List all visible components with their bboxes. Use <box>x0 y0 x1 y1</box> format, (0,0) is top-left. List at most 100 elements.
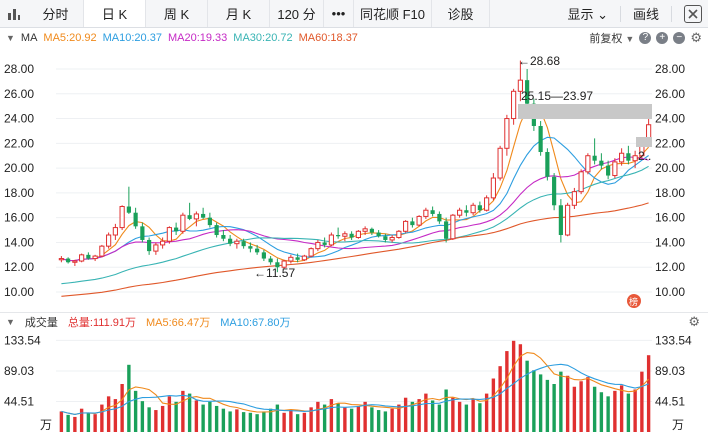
volume-ma10: MA10:67.80万 <box>220 316 291 329</box>
candle-body <box>484 197 490 211</box>
candle-body <box>571 191 577 206</box>
candle-body <box>140 226 145 240</box>
volume-unit-left: 万 <box>40 418 52 432</box>
volume-bar <box>106 396 111 432</box>
ma60-line <box>61 202 649 297</box>
collapse-arrow-icon[interactable]: ▼ <box>6 33 15 43</box>
tab-diagnose[interactable]: 诊股 <box>432 0 490 27</box>
adjust-label: 前复权 <box>589 33 623 45</box>
volume-bar <box>154 410 158 432</box>
gap-band-lower <box>636 137 652 147</box>
volume-settings-gear-icon[interactable]: ⚙ <box>688 313 700 329</box>
price-chart[interactable]: 28.00 26.00 24.00 22.00 20.00 18.00 16.00 14.00… <box>0 48 708 312</box>
price-tick-right: 20.00 <box>655 161 685 175</box>
volume-bar <box>282 412 286 432</box>
ma-label[interactable]: MA <box>20 32 38 44</box>
candle-body <box>585 155 591 173</box>
tab-monthly-k[interactable]: 月 K <box>208 0 270 27</box>
candle-body <box>362 228 368 232</box>
volume-ma5: MA5:66.47万 <box>146 316 211 329</box>
candle-body <box>201 213 206 218</box>
candle-body <box>328 234 334 246</box>
volume-bar <box>73 416 77 432</box>
volume-bar <box>640 371 644 432</box>
candle-body <box>147 239 152 252</box>
volume-bar <box>194 400 199 432</box>
volume-bar <box>322 404 327 432</box>
volume-bar <box>329 399 334 432</box>
price-tick-right: 28.00 <box>655 62 685 76</box>
tab-120-min[interactable]: 120 分 <box>270 0 324 27</box>
candle-body <box>396 230 402 238</box>
price-tick-right: 12.00 <box>655 260 685 274</box>
help-icon[interactable]: ? <box>639 32 652 44</box>
volume-bar <box>599 392 604 432</box>
candle-body <box>66 258 71 263</box>
settings-gear-icon[interactable]: ⚙ <box>690 30 702 45</box>
display-menu[interactable]: 显示 ⌄ <box>567 4 608 23</box>
gap-range-label: 25.15—23.97 <box>521 89 593 103</box>
volume-bar <box>349 408 354 432</box>
tab-intraday[interactable]: 分时 <box>28 0 84 27</box>
chart-type-icon[interactable] <box>0 0 28 27</box>
adjust-dropdown[interactable]: 前复权 ▼ <box>589 30 634 46</box>
candle-body <box>626 153 631 161</box>
volume-bar <box>133 390 138 432</box>
tab-weekly-k[interactable]: 周 K <box>146 0 208 27</box>
volume-bar <box>383 411 388 432</box>
volume-tick-right: 89.03 <box>655 364 685 378</box>
candle-body <box>268 258 273 263</box>
tab-daily-k[interactable]: 日 K <box>84 0 146 27</box>
volume-bar <box>248 412 253 432</box>
candle-body <box>599 160 604 166</box>
volume-bar <box>113 399 118 432</box>
candle-body <box>612 161 618 177</box>
ma60-value: MA60:18.37 <box>298 32 358 44</box>
candle-body <box>477 205 482 211</box>
candle-body <box>58 258 64 261</box>
chevron-down-icon: ⌄ <box>597 7 608 22</box>
volume-ma5-line <box>61 352 650 415</box>
volume-chart[interactable]: 133.54 133.54 89.03 89.03 44.51 44.51 万 万 <box>0 330 708 432</box>
adjust-arrow-icon: ▼ <box>625 34 635 44</box>
zoom-out-icon[interactable]: − <box>673 32 686 44</box>
price-tick-right: 16.00 <box>655 211 685 225</box>
candle-body <box>72 260 78 263</box>
volume-collapse-icon[interactable]: ▼ <box>6 316 15 327</box>
candle-body <box>166 227 172 242</box>
candle-body <box>315 241 321 250</box>
volume-bar <box>208 401 212 432</box>
volume-bar <box>606 396 610 432</box>
volume-bar <box>174 401 178 432</box>
candle-body <box>403 220 409 232</box>
display-label: 显示 <box>567 7 594 22</box>
ma5-value: MA5:20.92 <box>43 32 97 44</box>
volume-tick-right: 133.54 <box>655 333 692 347</box>
zoom-in-icon[interactable]: + <box>656 32 669 44</box>
ma5-line <box>61 103 650 263</box>
candle-body <box>241 241 246 247</box>
candle-body <box>355 230 361 238</box>
tab-f10[interactable]: 同花顺 F10 <box>354 0 432 27</box>
volume-label[interactable]: 成交量 <box>24 316 58 329</box>
volume-bar <box>552 384 556 432</box>
price-plot-background <box>0 48 708 312</box>
more-periods-button[interactable]: ••• <box>324 0 354 27</box>
close-icon[interactable] <box>684 4 702 23</box>
volume-bar <box>444 389 448 432</box>
volume-bar <box>417 399 421 432</box>
candle-body <box>464 210 469 213</box>
candle-body <box>308 248 314 257</box>
volume-bar <box>370 407 374 432</box>
volume-bar <box>586 377 590 432</box>
volume-bar <box>120 384 124 432</box>
candle-body <box>228 238 233 244</box>
volume-bar <box>437 404 442 432</box>
volume-bar <box>181 390 185 432</box>
candle-body <box>525 80 530 104</box>
candle-body <box>336 235 341 237</box>
price-tick-left: 24.00 <box>4 112 34 126</box>
candle-body <box>99 245 105 257</box>
draw-line-button[interactable]: 画线 <box>632 7 659 22</box>
volume-bar <box>59 411 64 432</box>
